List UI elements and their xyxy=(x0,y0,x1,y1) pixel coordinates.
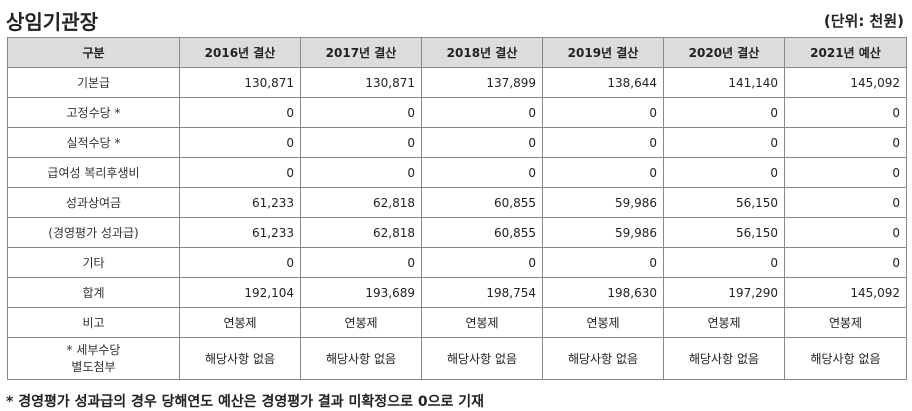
cell: 193,689 xyxy=(300,277,422,308)
cell: 0 xyxy=(542,247,664,278)
cell: 해당사항 없음 xyxy=(542,337,664,380)
cell: 141,140 xyxy=(663,67,785,98)
cell: 0 xyxy=(784,217,907,248)
cell: 0 xyxy=(542,97,664,128)
cell: 연봉제 xyxy=(421,307,543,338)
table-row: 성과상여금 61,233 62,818 60,855 59,986 56,150… xyxy=(7,187,907,218)
cell: 0 xyxy=(179,247,301,278)
cell: 62,818 xyxy=(300,217,422,248)
cell: 해당사항 없음 xyxy=(300,337,422,380)
cell: 0 xyxy=(663,127,785,158)
cell: 0 xyxy=(421,127,543,158)
cell: 연봉제 xyxy=(179,307,301,338)
cell: 56,150 xyxy=(663,187,785,218)
cell: 0 xyxy=(179,127,301,158)
salary-table: 구분 2016년 결산 2017년 결산 2018년 결산 2019년 결산 2… xyxy=(7,37,907,380)
cell: 61,233 xyxy=(179,217,301,248)
row-label: 합계 xyxy=(7,277,180,308)
row-label: 고정수당 * xyxy=(7,97,180,128)
cell: 0 xyxy=(300,127,422,158)
row-label: 비고 xyxy=(7,307,180,338)
row-label: 실적수당 * xyxy=(7,127,180,158)
header-2017: 2017년 결산 xyxy=(300,37,422,68)
cell: 0 xyxy=(663,97,785,128)
cell: 130,871 xyxy=(300,67,422,98)
cell: 0 xyxy=(663,157,785,188)
cell: 해당사항 없음 xyxy=(421,337,543,380)
cell: 연봉제 xyxy=(784,307,907,338)
cell: 0 xyxy=(784,127,907,158)
cell: 0 xyxy=(179,157,301,188)
table-row-detail: * 세부수당 별도첨부 해당사항 없음 해당사항 없음 해당사항 없음 해당사항… xyxy=(7,337,907,380)
cell: 0 xyxy=(784,187,907,218)
cell: 145,092 xyxy=(784,277,907,308)
table-row: 고정수당 * 0 0 0 0 0 0 xyxy=(7,97,907,128)
table-row-total: 합계 192,104 193,689 198,754 198,630 197,2… xyxy=(7,277,907,308)
table-row: 급여성 복리후생비 0 0 0 0 0 0 xyxy=(7,157,907,188)
footnote: * 경영평가 성과급의 경우 당해연도 예산은 경영평가 결과 미확정으로 0으… xyxy=(6,394,484,410)
cell: 192,104 xyxy=(179,277,301,308)
cell: 0 xyxy=(421,247,543,278)
cell: 198,754 xyxy=(421,277,543,308)
cell: 연봉제 xyxy=(300,307,422,338)
row-label: 급여성 복리후생비 xyxy=(7,157,180,188)
row-label: 기본급 xyxy=(7,67,180,98)
cell: 연봉제 xyxy=(542,307,664,338)
row-label: * 세부수당 별도첨부 xyxy=(7,337,180,380)
header-2021: 2021년 예산 xyxy=(784,37,907,68)
cell: 137,899 xyxy=(421,67,543,98)
cell: 138,644 xyxy=(542,67,664,98)
cell: 56,150 xyxy=(663,217,785,248)
row-label: 기타 xyxy=(7,247,180,278)
row-label: (경영평가 성과급) xyxy=(7,217,180,248)
cell: 0 xyxy=(784,157,907,188)
cell: 해당사항 없음 xyxy=(179,337,301,380)
cell: 해당사항 없음 xyxy=(784,337,907,380)
cell: 0 xyxy=(300,157,422,188)
page-title: 상임기관장 xyxy=(6,10,98,34)
cell: 0 xyxy=(542,127,664,158)
cell: 61,233 xyxy=(179,187,301,218)
row-label-line1: * 세부수당 xyxy=(66,342,121,357)
cell: 해당사항 없음 xyxy=(663,337,785,380)
table-row: 기타 0 0 0 0 0 0 xyxy=(7,247,907,278)
cell: 0 xyxy=(179,97,301,128)
cell: 60,855 xyxy=(421,187,543,218)
cell: 0 xyxy=(421,97,543,128)
cell: 0 xyxy=(784,97,907,128)
cell: 0 xyxy=(421,157,543,188)
cell: 0 xyxy=(784,247,907,278)
header-2018: 2018년 결산 xyxy=(421,37,543,68)
header-2019: 2019년 결산 xyxy=(542,37,664,68)
header-category: 구분 xyxy=(7,37,180,68)
cell: 62,818 xyxy=(300,187,422,218)
cell: 198,630 xyxy=(542,277,664,308)
header-2016: 2016년 결산 xyxy=(179,37,301,68)
cell: 0 xyxy=(663,247,785,278)
row-label: 성과상여금 xyxy=(7,187,180,218)
cell: 60,855 xyxy=(421,217,543,248)
cell: 0 xyxy=(542,157,664,188)
cell: 59,986 xyxy=(542,187,664,218)
table-row: (경영평가 성과급) 61,233 62,818 60,855 59,986 5… xyxy=(7,217,907,248)
cell: 연봉제 xyxy=(663,307,785,338)
cell: 0 xyxy=(300,97,422,128)
row-label-line2: 별도첨부 xyxy=(71,359,116,374)
table-row-remarks: 비고 연봉제 연봉제 연봉제 연봉제 연봉제 연봉제 xyxy=(7,307,907,338)
unit-label: (단위: 천원) xyxy=(823,12,904,30)
cell: 130,871 xyxy=(179,67,301,98)
cell: 0 xyxy=(300,247,422,278)
cell: 145,092 xyxy=(784,67,907,98)
cell: 197,290 xyxy=(663,277,785,308)
table-row: 실적수당 * 0 0 0 0 0 0 xyxy=(7,127,907,158)
header-2020: 2020년 결산 xyxy=(663,37,785,68)
table-row: 기본급 130,871 130,871 137,899 138,644 141,… xyxy=(7,67,907,98)
cell: 59,986 xyxy=(542,217,664,248)
table-header-row: 구분 2016년 결산 2017년 결산 2018년 결산 2019년 결산 2… xyxy=(7,37,907,68)
